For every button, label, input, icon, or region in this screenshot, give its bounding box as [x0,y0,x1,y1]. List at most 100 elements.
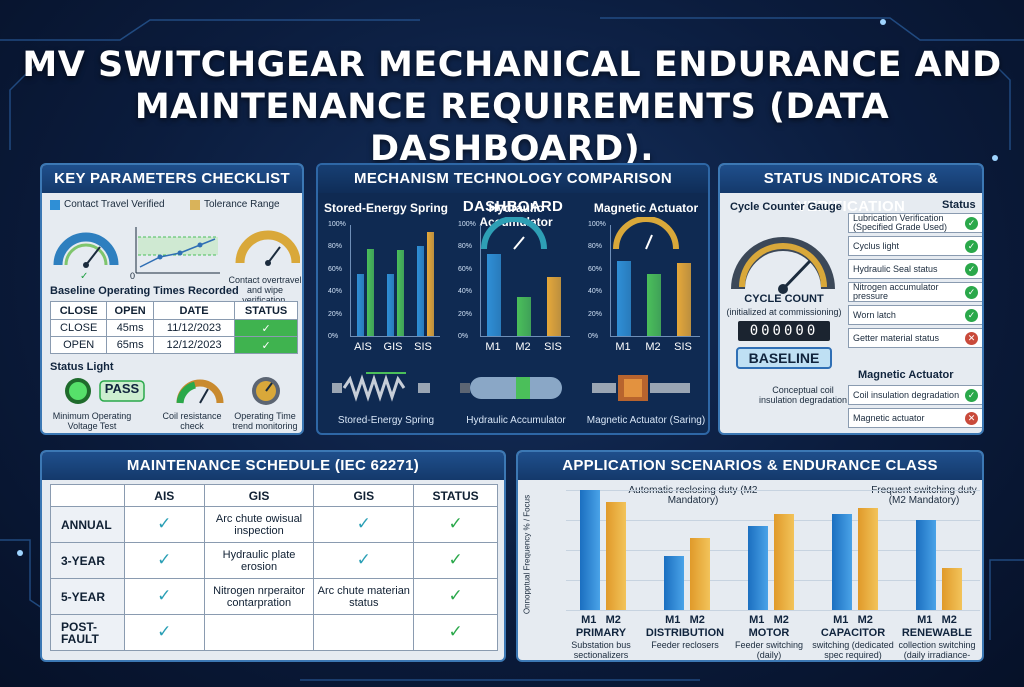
y-tick-label: 40% [328,288,343,296]
col-blank [50,484,125,507]
check-icon: ✓ [448,621,463,641]
chart-title: Stored-Energy Spring [324,201,449,215]
bar-m2 [690,538,710,610]
min-voltage-caption: Minimum Operating Voltage Test [52,411,132,431]
cell: Hydraulic plate erosion [203,542,315,579]
overtravel-caption: Contact overtravel and wipe verification… [228,275,302,305]
y-tick-label: 60% [328,265,343,273]
magnetic-list: Coil insulation degradation ✓ Magnetic act… [848,385,982,431]
check-icon: ✓ [965,388,978,402]
gauge-title: Cycle Counter Gauge [730,201,842,213]
col-gis-2: GIS [313,484,415,507]
category-label: SIS [674,341,692,353]
y-tick-label: 80% [588,243,603,251]
tolerance-gauge-icon [235,230,300,264]
maintenance-header-row: AIS GIS GIS STATUS [50,484,498,507]
y-tick-label: 80% [328,243,343,251]
bar [357,274,364,336]
legend-swatch-blue [50,200,60,210]
bar-m2 [858,508,878,610]
table-row: POST-FAULT ✓ ✓ [50,614,498,651]
pass-badge: PASS [104,381,140,396]
check-icon: ✓ [965,262,978,276]
category-label: M1 [615,341,631,353]
check-icon: ✓ [261,322,271,335]
plot-area [610,225,700,337]
accumulator-icon [460,377,562,399]
bar [397,249,404,336]
key-parameters-panel: KEY PARAMETERS CHECKLIST Contact Travel … [40,163,304,435]
trend-axis-zero: 0 [130,271,136,281]
legend-travel: Contact Travel Verified [50,199,165,211]
check-icon: ✓ [965,216,978,230]
legend-swatch-gold [190,200,200,210]
cell: 11/12/2023 [152,319,236,337]
y-tick-label: 40% [458,288,473,296]
category-name: DISTRIBUTION [645,627,725,639]
cell: ✓ [123,614,205,651]
m2-label: M2 [605,614,621,626]
application-panel: APPLICATION SCENARIOS & ENDURANCE CLASS … [516,450,984,662]
cell [203,614,315,651]
application-chart [540,490,980,614]
status-row-label: Worn latch [853,309,896,320]
svg-text:✓: ✓ [80,271,88,282]
mechanism-caption: Stored-Energy Spring [337,415,435,426]
status-cell: ✓ [234,319,298,337]
check-icon: ✓ [157,621,172,641]
title-line-2: MAINTENANCE REQUIREMENTS (DATA DASHBOARD… [134,87,890,169]
cell: ✓ [313,542,415,579]
bar [487,254,501,336]
m2-label: M2 [941,614,957,626]
cell: ✓ [413,578,498,615]
bar-m1 [748,526,768,610]
category-label: AIS [354,341,372,353]
category-sub: switching (dedicated spec required) [812,640,894,660]
cycle-count-label: CYCLE COUNT [744,293,824,305]
op-time-caption: Operating Time trend monitoring [232,411,298,431]
fault-icon: ✕ [965,331,978,345]
status-row-label: Magnetic actuator [853,412,925,423]
legend-tolerance: Tolerance Range [190,199,280,211]
check-icon: ✓ [261,339,271,352]
status-light-icon [69,382,87,400]
conceptual-caption: Conceptual coil insulation degradation [758,385,848,405]
cell: ✓ [413,542,498,579]
baseline-badge: BASELINE [736,347,832,369]
cell: 12/12/2023 [152,336,236,354]
category-label: SIS [414,341,432,353]
plot-area [350,225,440,337]
y-tick-label: 60% [458,265,473,273]
status-cell: ✓ [234,336,298,354]
category-label: SIS [544,341,562,353]
legend-tolerance-label: Tolerance Range [204,199,280,210]
travel-gauge-icon [53,232,119,266]
status-row: Worn latch ✓ [848,305,982,325]
category-sub: collection switching (daily irradiance-d… [898,640,976,660]
y-tick-label: 0% [588,333,599,340]
col-gis: GIS [203,484,315,507]
category-label: M2 [645,341,661,353]
y-tick-label: 100% [458,221,476,228]
page-title: MV SWITCHGEAR MECHANICAL ENDURANCE AND M… [20,44,1004,170]
m2-label: M2 [773,614,789,626]
legend-travel-label: Contact Travel Verified [64,199,165,210]
bar-m1 [664,556,684,610]
row-label: ANNUAL [50,506,125,543]
table-row: 5-YEAR ✓ Nitrogen nrperaitor contarpration… [50,578,498,615]
category-sub: Substation bus sectionalizers [571,640,631,660]
status-row-label: Getter material status [853,332,940,343]
gridline [566,520,980,521]
y-tick-label: 40% [588,288,603,296]
bar-labels: M1 M2 [892,614,982,626]
table-row: CLOSE 45ms 11/12/2023 ✓ [49,319,298,337]
spring-icon [332,372,430,402]
status-light-title: Status Light [50,361,114,373]
status-row-label: Lubrication Verification (Specified Grad… [853,213,948,232]
cycle-sub-label: (initialized at commissioning) [726,307,842,317]
y-tick-label: 20% [458,310,473,318]
bar [547,276,561,336]
status-row-label: Nitrogen accumulator pressure [853,282,939,301]
category-label: M1 [485,341,501,353]
